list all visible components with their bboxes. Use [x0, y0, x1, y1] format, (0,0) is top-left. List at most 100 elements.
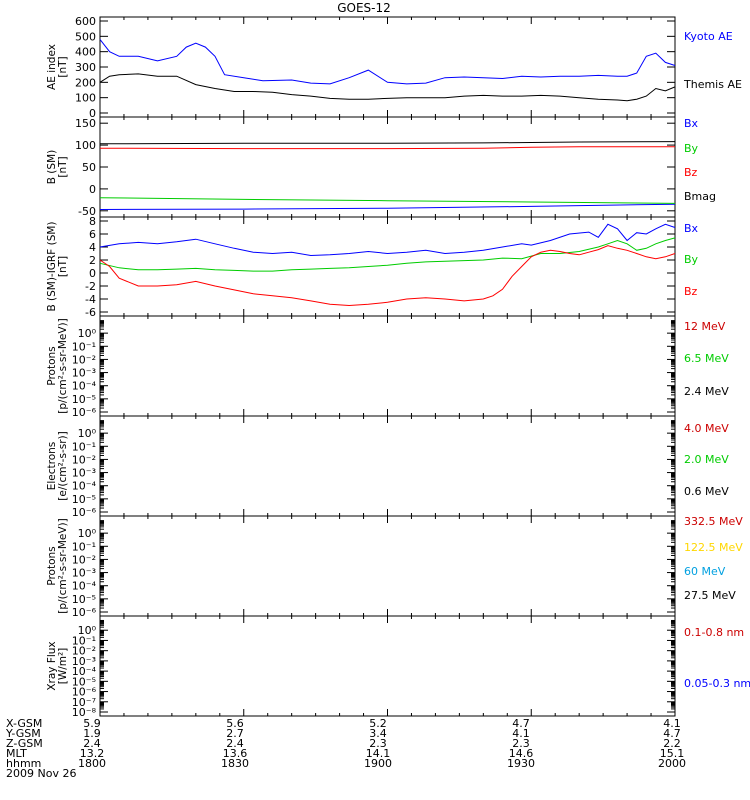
y-axis-label: [nT]	[57, 56, 69, 77]
legend-entry: 27.5 MeV	[684, 589, 736, 602]
ephemeris-row-label: Z-GSM	[6, 737, 43, 750]
y-tick-label: 2	[89, 254, 96, 267]
series-line-themis-ae	[99, 73, 676, 102]
y-axis-label: B (SM)	[46, 150, 58, 184]
y-axis-label: [p/(cm²-s-sr-MeV)]	[57, 518, 69, 613]
y-tick-label: 500	[75, 30, 96, 43]
series-line-by	[99, 197, 676, 204]
y-tick-label: 10⁻⁵	[72, 493, 96, 506]
ephemeris-value: 2.3	[512, 737, 530, 750]
y-tick-label: 300	[75, 61, 96, 74]
y-axis-label: [p/(cm²-s-sr-MeV)]	[57, 318, 69, 413]
legend-entry: Themis AE	[683, 78, 742, 91]
legend-entry: Kyoto AE	[684, 30, 733, 43]
y-tick-label: 10⁻¹	[72, 340, 96, 353]
panel-frame	[99, 16, 676, 118]
ephemeris-value: 4.1	[512, 727, 530, 740]
series-line-bmag	[99, 141, 676, 145]
legend-entry: Bx	[684, 222, 699, 235]
y-axis-label: AE index	[46, 44, 58, 90]
legend-entry: Bz	[684, 166, 698, 179]
y-tick-label: 10⁻³	[72, 655, 96, 668]
y-tick-label: 10⁻⁴	[72, 580, 97, 593]
y-tick-label: -50	[78, 205, 96, 218]
ephemeris-value: 5.6	[226, 717, 244, 730]
ephemeris-value: 1930	[507, 757, 535, 770]
panel-b_sm: -50 0 50 100 150 B (SM) [nT] Bx By Bz Bmag	[46, 116, 716, 218]
y-tick-label: 10⁻⁶	[72, 506, 97, 519]
y-tick-label: 10⁰	[78, 527, 97, 540]
ephemeris-value: 2.2	[663, 737, 681, 750]
ephemeris-value: 4.1	[663, 717, 681, 730]
panel-frame	[99, 315, 676, 417]
y-axis-label: B (SM)-IGRF (SM)	[46, 221, 58, 311]
ephemeris-value: 2.7	[226, 727, 244, 740]
y-axis-label: Protons	[46, 546, 58, 585]
ephemeris-value: 2000	[658, 757, 686, 770]
ephemeris-value: 3.4	[369, 727, 387, 740]
y-axis-label: Xray Flux	[46, 641, 58, 690]
y-tick-label: 10⁰	[78, 327, 97, 340]
panel-frame	[99, 415, 676, 517]
legend-entry: 0.05-0.3 nm	[684, 677, 750, 690]
y-tick-label: 600	[75, 15, 96, 28]
y-tick-label: 10⁻²	[72, 353, 96, 366]
legend-entry: 2.4 MeV	[684, 385, 729, 398]
ephemeris-value: 2.4	[226, 737, 244, 750]
y-tick-label: -6	[85, 306, 96, 319]
y-tick-label: 0	[89, 107, 96, 120]
y-tick-label: 10⁻⁴	[72, 480, 97, 493]
y-axis-label: Electrons	[46, 442, 58, 491]
y-tick-label: -4	[85, 293, 96, 306]
y-tick-label: 10⁰	[78, 427, 97, 440]
y-tick-label: 10⁻⁵	[72, 393, 96, 406]
ephemeris-value: 5.2	[369, 717, 387, 730]
legend-entry: Bz	[684, 285, 698, 298]
y-tick-label: 10⁻¹	[72, 440, 96, 453]
panel-frame	[99, 515, 676, 617]
y-axis-label: [nT]	[57, 156, 69, 177]
series-line-bz	[99, 245, 676, 307]
series-line-by	[99, 237, 676, 272]
series-line-bz	[99, 146, 675, 150]
panel-frame	[99, 116, 676, 218]
legend-entry: 122.5 MeV	[684, 541, 743, 554]
ephemeris-value: 2.3	[369, 737, 387, 750]
y-tick-label: 10⁰	[78, 624, 97, 637]
ephemeris-value: 1800	[78, 757, 106, 770]
legend-entry: 0.6 MeV	[684, 485, 729, 498]
y-axis-label: [nT]	[57, 256, 69, 277]
ephemeris-value: 14.6	[509, 747, 534, 760]
legend-entry: Bmag	[684, 190, 716, 203]
ephemeris-footer: X-GSM 5.9 5.6 5.2 4.7 4.1Y-GSM 1.9 2.7 3.4 4.1 4.7…	[5, 717, 686, 780]
ephemeris-value: 1.9	[83, 727, 101, 740]
legend-entry: 60 MeV	[684, 565, 726, 578]
y-tick-label: 10⁻⁵	[72, 593, 96, 606]
y-tick-label: 10⁻⁸	[72, 706, 97, 719]
ephemeris-value: 4.7	[512, 717, 530, 730]
legend-entry: By	[684, 142, 699, 155]
legend-entry: 0.1-0.8 nm	[684, 626, 744, 639]
ephemeris-value: 4.7	[663, 727, 681, 740]
y-tick-label: 10⁻⁶	[72, 406, 97, 419]
y-tick-label: 100	[75, 139, 96, 152]
legend-entry: 12 MeV	[684, 320, 726, 333]
ephemeris-value: 13.6	[223, 747, 248, 760]
series-line-kyoto-ae	[99, 39, 676, 85]
y-tick-label: 10⁻⁶	[72, 606, 97, 619]
ephemeris-value: 14.1	[366, 747, 391, 760]
y-axis-label: [W/m²]	[57, 648, 69, 685]
y-tick-label: 150	[75, 117, 96, 130]
y-tick-label: 10⁻³	[72, 467, 96, 480]
y-tick-label: 4	[89, 241, 96, 254]
legend-entry: 6.5 MeV	[684, 352, 729, 365]
y-tick-label: 10⁻¹	[72, 540, 96, 553]
series-line-bx	[99, 203, 676, 210]
y-tick-label: 10⁻²	[72, 645, 96, 658]
ephemeris-row-label: hhmm	[6, 757, 41, 770]
